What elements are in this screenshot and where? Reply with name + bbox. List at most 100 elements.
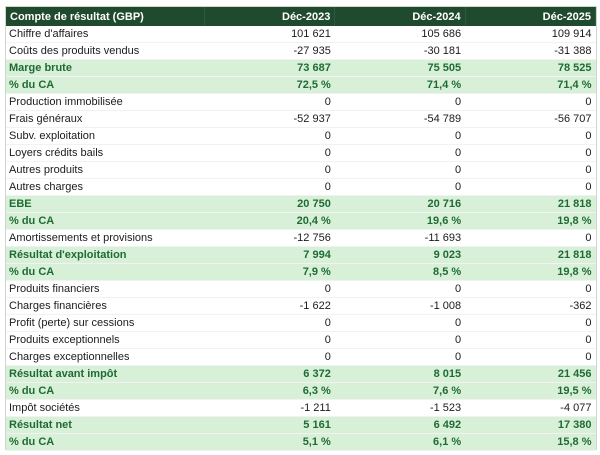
table-row-highlight: Résultat d'exploitation 7 994 9 023 21 818	[6, 246, 596, 264]
row-value-3: 19,5 %	[465, 382, 596, 400]
row-value-1: 0	[204, 348, 335, 366]
row-value-2: 0	[334, 178, 466, 196]
row-value-3: 0	[465, 161, 596, 179]
row-value-2: 105 686	[334, 26, 466, 43]
row-label: % du CA	[6, 76, 205, 94]
row-label: % du CA	[6, 382, 205, 400]
row-value-3: 21 456	[465, 365, 596, 383]
row-label: Production immobilisée	[6, 93, 205, 111]
table-row: Production immobilisée 0 0 0	[6, 93, 596, 111]
header-period-2023: Déc-2023	[204, 7, 336, 26]
row-value-1: -1 622	[204, 297, 335, 315]
row-label: Produits exceptionnels	[6, 331, 205, 349]
table-row-highlight: % du CA 72,5 % 71,4 % 71,4 %	[6, 76, 596, 94]
row-value-3: 0	[465, 348, 596, 366]
row-value-2: 19,6 %	[334, 212, 466, 230]
row-label: Résultat avant impôt	[6, 365, 205, 383]
row-value-2: 0	[334, 331, 466, 349]
row-label: Amortissements et provisions	[6, 229, 205, 247]
row-value-2: 8 015	[334, 365, 466, 383]
row-label: Coûts des produits vendus	[6, 42, 205, 60]
row-value-1: -52 937	[204, 110, 335, 128]
row-value-3: 0	[465, 178, 596, 196]
row-value-2: -1 008	[334, 297, 466, 315]
table-row: Autres charges 0 0 0	[6, 178, 596, 196]
table-row: Loyers crédits bails 0 0 0	[6, 144, 596, 162]
row-label: Profit (perte) sur cessions	[6, 314, 205, 332]
row-value-2: -1 523	[334, 399, 466, 417]
table-row-highlight: % du CA 6,3 % 7,6 % 19,5 %	[6, 382, 596, 400]
row-label: Frais généraux	[6, 110, 205, 128]
table-row: Produits exceptionnels 0 0 0	[6, 331, 596, 349]
row-value-2: 0	[334, 314, 466, 332]
row-label: % du CA	[6, 433, 205, 451]
row-label: Autres charges	[6, 178, 205, 196]
table-row: Charges financières -1 622 -1 008 -362	[6, 297, 596, 315]
row-label: Marge brute	[6, 59, 205, 77]
row-label: Résultat d'exploitation	[6, 246, 205, 264]
row-value-3: 0	[465, 331, 596, 349]
income-statement-table-container: Compte de résultat (GBP) Déc-2023 Déc-20…	[5, 6, 597, 451]
table-row: Frais généraux -52 937 -54 789 -56 707	[6, 110, 596, 128]
table-row: Coûts des produits vendus -27 935 -30 181-…	[6, 42, 596, 60]
row-value-3: -56 707	[465, 110, 596, 128]
row-value-2: 0	[334, 348, 466, 366]
row-label: Résultat net	[6, 416, 205, 434]
row-value-1: -12 756	[204, 229, 335, 247]
table-row-highlight: Résultat net 5 161 6 492 17 380	[6, 416, 596, 434]
row-value-3: 21 818	[465, 195, 596, 213]
table-row-highlight: Résultat avant impôt 6 372 8 015 21 456	[6, 365, 596, 383]
table-row-highlight: Marge brute 73 687 75 505 78 525	[6, 59, 596, 77]
row-value-3: 15,8 %	[465, 433, 596, 451]
row-value-1: 0	[204, 280, 335, 298]
row-value-1: 0	[204, 178, 335, 196]
header-label: Compte de résultat (GBP)	[6, 7, 205, 26]
table-row: Produits financiers 0 0 0	[6, 280, 596, 298]
row-value-1: 5,1 %	[204, 433, 335, 451]
row-value-1: 0	[204, 93, 335, 111]
row-value-1: -1 211	[204, 399, 335, 417]
row-value-1: 6,3 %	[204, 382, 335, 400]
row-label: Autres produits	[6, 161, 205, 179]
row-value-1: 0	[204, 314, 335, 332]
row-value-3: -4 077	[465, 399, 596, 417]
row-value-1: -27 935	[204, 42, 335, 60]
row-value-1: 0	[204, 127, 335, 145]
table-row: Impôt sociétés -1 211 -1 523 -4 077	[6, 399, 596, 417]
row-value-1: 7,9 %	[204, 263, 335, 281]
row-label: Charges financières	[6, 297, 205, 315]
row-value-2: 0	[334, 280, 466, 298]
row-value-1: 7 994	[204, 246, 335, 264]
row-value-3: 109 914	[465, 26, 596, 43]
row-label: Impôt sociétés	[6, 399, 205, 417]
table-row-highlight: % du CA 7,9 % 8,5 % 19,8 %	[6, 263, 596, 281]
header-period-2025: Déc-2025	[465, 7, 597, 26]
row-value-1: 20 750	[204, 195, 335, 213]
row-value-2: -30 181	[334, 42, 466, 60]
row-value-2: -11 693	[334, 229, 466, 247]
header-period-2024: Déc-2024	[334, 7, 466, 26]
row-value-3: -31 388	[465, 42, 596, 60]
row-value-2: 0	[334, 161, 466, 179]
table-row: Subv. exploitation 0 0 0	[6, 127, 596, 145]
row-value-3: 71,4 %	[465, 76, 596, 94]
row-label: Subv. exploitation	[6, 127, 205, 145]
row-value-2: 8,5 %	[334, 263, 466, 281]
table-row: Charges exceptionnelles 0 0 0	[6, 348, 596, 366]
table-row: Chiffre d'affaires 101 621 105 686 109 914	[6, 26, 596, 43]
row-value-3: 0	[465, 93, 596, 111]
row-value-3: 0	[465, 144, 596, 162]
table-row: Profit (perte) sur cessions 0 0 0	[6, 314, 596, 332]
table-row-highlight: EBE 20 750 20 716 21 818	[6, 195, 596, 213]
row-value-3: 0	[465, 229, 596, 247]
row-value-3: 17 380	[465, 416, 596, 434]
row-label: EBE	[6, 195, 205, 213]
table-row-highlight: % du CA 20,4 % 19,6 % 19,8 %	[6, 212, 596, 230]
row-value-2: 20 716	[334, 195, 466, 213]
row-value-1: 72,5 %	[204, 76, 335, 94]
row-value-1: 73 687	[204, 59, 335, 77]
row-label: Charges exceptionnelles	[6, 348, 205, 366]
table-header-row: Compte de résultat (GBP) Déc-2023 Déc-20…	[6, 7, 597, 26]
income-statement-table: Compte de résultat (GBP) Déc-2023 Déc-20…	[6, 7, 597, 451]
row-label: % du CA	[6, 263, 205, 281]
